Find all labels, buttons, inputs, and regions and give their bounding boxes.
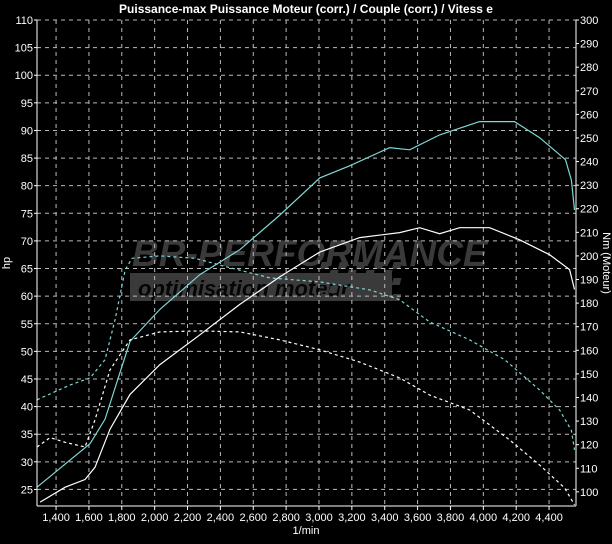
y-right-tick-label: 120	[580, 440, 598, 452]
y-left-tick-label: 80	[21, 181, 33, 193]
y-left-tick-label: 55	[21, 319, 33, 331]
y-left-tick-label: 110	[15, 15, 33, 27]
flag-square	[391, 278, 402, 285]
y-left-tick-label: 45	[21, 374, 33, 386]
x-tick-label: 2,400	[207, 512, 235, 524]
y-right-tick-label: 240	[580, 157, 598, 169]
y-left-tick-label: 40	[21, 402, 33, 414]
flag-square	[373, 262, 384, 269]
y-right-tick-label: 220	[580, 204, 598, 216]
flag-square	[382, 270, 393, 277]
y-right-tick-label: 140	[580, 392, 598, 404]
flag-square	[355, 262, 366, 269]
x-tick-label: 4,200	[502, 512, 530, 524]
flag-square	[337, 278, 348, 285]
x-tick-label: 2,000	[141, 512, 169, 524]
flag-square	[328, 286, 339, 293]
x-tick-label: 3,800	[437, 512, 465, 524]
flag-square	[355, 278, 366, 285]
series-line-4	[36, 330, 576, 506]
flag-square	[346, 286, 357, 293]
x-tick-label: 2,800	[272, 512, 300, 524]
y-right-tick-label: 170	[580, 322, 598, 334]
y-left-tick-label: 50	[21, 346, 33, 358]
y-right-tick-label: 290	[580, 39, 598, 51]
x-tick-label: 3,400	[371, 512, 399, 524]
x-tick-label: 3,000	[305, 512, 333, 524]
y-right-tick-label: 100	[580, 487, 598, 499]
y-right-tick-label: 150	[580, 369, 598, 381]
flag-square	[364, 270, 375, 277]
y-left-tick-label: 60	[21, 291, 33, 303]
flag-square	[391, 262, 402, 269]
x-tick-label: 1,800	[108, 512, 136, 524]
y-right-tick-label: 270	[580, 86, 598, 98]
flag-square	[328, 270, 339, 277]
y-right-tick-label: 230	[580, 180, 598, 192]
y-left-tick-label: 105	[15, 43, 33, 55]
y-right-tick-label: 260	[580, 109, 598, 121]
x-tick-label: 4,000	[470, 512, 498, 524]
y-right-tick-label: 180	[580, 298, 598, 310]
y-left-tick-label: 100	[15, 70, 33, 82]
y-left-tick-label: 85	[21, 153, 33, 165]
series-line-2	[39, 227, 576, 503]
y-left-tick-label: 90	[21, 125, 33, 137]
series-line-1	[36, 120, 576, 488]
y-right-tick-label: 280	[580, 62, 598, 74]
axes: 1,400 1,600 1,800 2,000 2,200 2,400 2,600 2,800…	[15, 15, 599, 524]
y-left-tick-label: 30	[21, 457, 33, 469]
y-left-tick-label: 25	[21, 484, 33, 496]
x-tick-label: 1,400	[42, 512, 70, 524]
y-right-tick-label: 300	[580, 15, 598, 27]
x-tick-label: 4,400	[535, 512, 563, 524]
x-tick-label: 2,200	[174, 512, 202, 524]
y-right-tick-label: 250	[580, 133, 598, 145]
flag-square	[373, 278, 384, 285]
x-tick-label: 2,600	[239, 512, 267, 524]
watermark-logo: BR-PERFORMANCE optimisation moteur	[130, 233, 489, 301]
y-right-tick-label: 210	[580, 227, 598, 239]
x-tick-label: 3,600	[404, 512, 432, 524]
series-group	[36, 120, 576, 506]
chart-title: Puissance-max Puissance Moteur (corr.) /…	[119, 2, 493, 16]
y-left-tick-label: 75	[21, 208, 33, 220]
y-axis-right-label: Nm (Moteur)	[600, 232, 612, 294]
y-right-tick-label: 200	[580, 251, 598, 263]
watermark-brand: BR-PERFORMANCE	[132, 233, 489, 274]
y-left-tick-label: 65	[21, 264, 33, 276]
x-axis-label: 1/min	[293, 525, 320, 537]
x-tick-label: 3,200	[338, 512, 366, 524]
y-right-tick-label: 110	[580, 463, 598, 475]
y-right-tick-label: 130	[580, 416, 598, 428]
y-left-tick-label: 70	[21, 236, 33, 248]
flag-square	[319, 262, 330, 269]
y-left-tick-label: 95	[21, 98, 33, 110]
checkered-flag-icon	[319, 262, 402, 301]
x-tick-label: 1,600	[75, 512, 103, 524]
y-left-tick-label: 35	[21, 429, 33, 441]
flag-square	[346, 270, 357, 277]
grid	[37, 19, 576, 506]
y-right-tick-label: 160	[580, 345, 598, 357]
flag-square	[337, 262, 348, 269]
y-axis-left-label: hp	[1, 257, 13, 269]
y-right-tick-label: 190	[580, 275, 598, 287]
